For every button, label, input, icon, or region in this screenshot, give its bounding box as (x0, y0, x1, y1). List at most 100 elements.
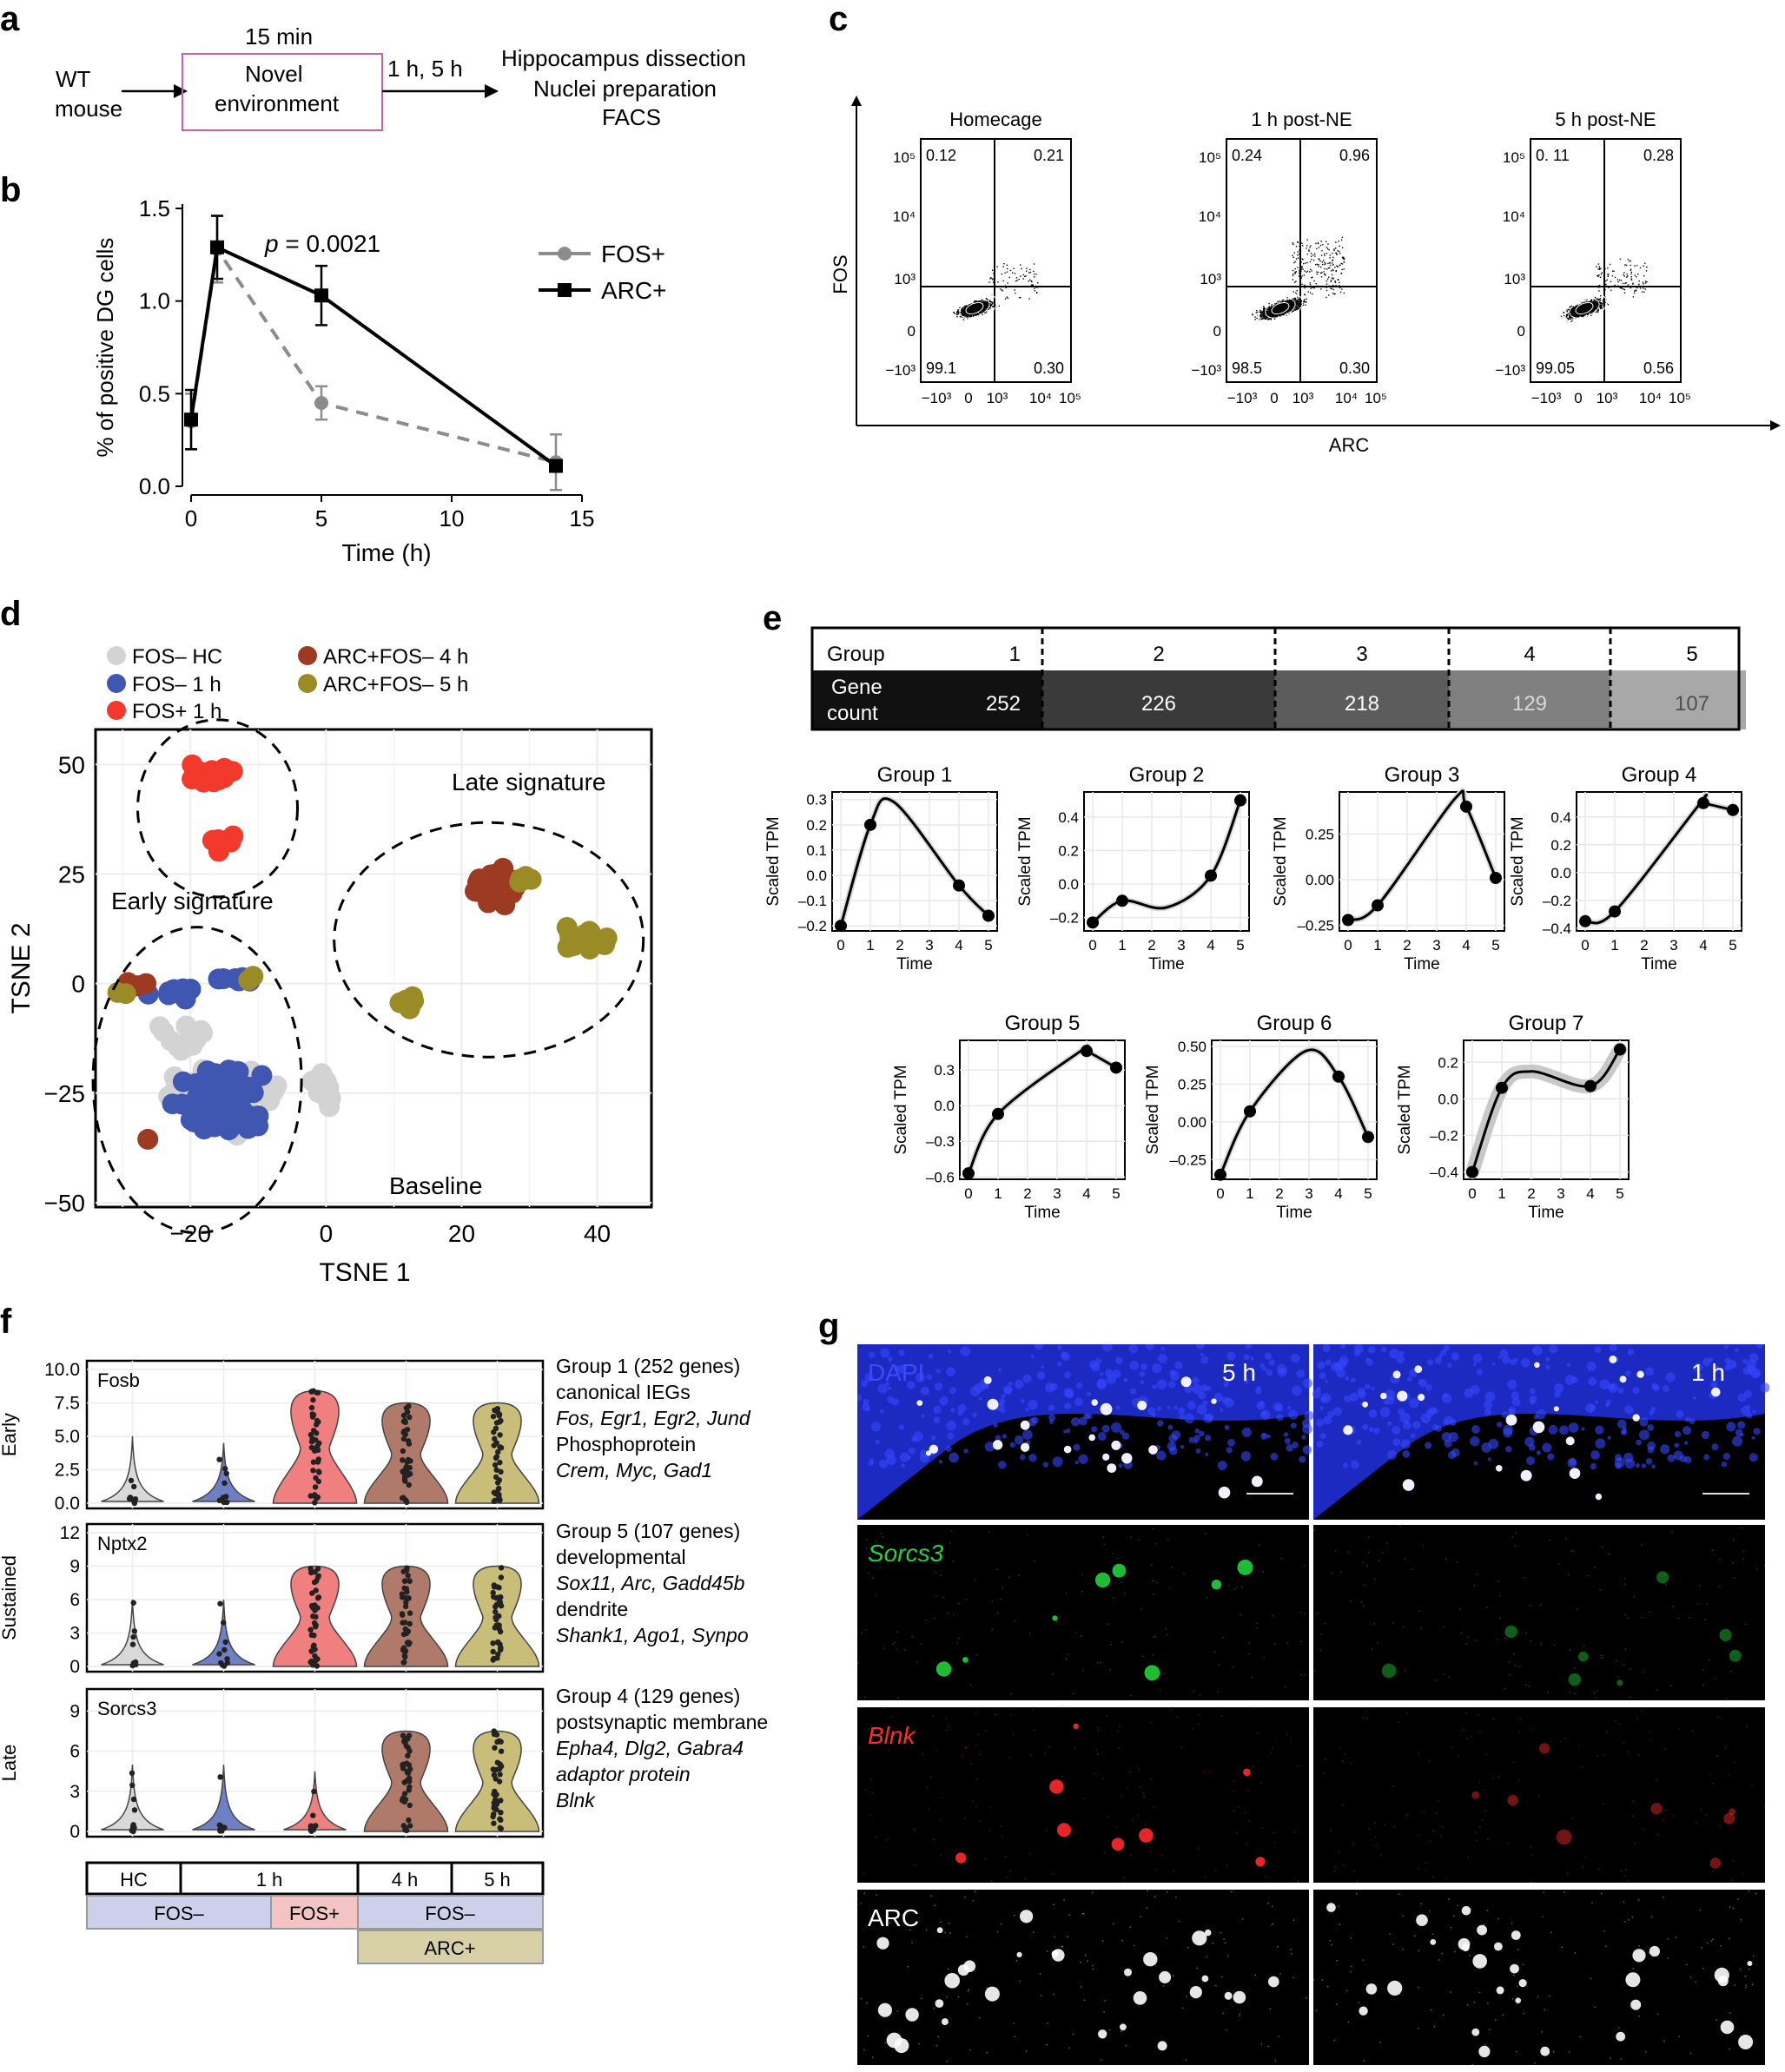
event-dot (1287, 300, 1289, 301)
event-dot (952, 311, 954, 313)
event-dot (968, 309, 969, 311)
event-dot (983, 307, 985, 309)
event-dot (1599, 297, 1602, 300)
event-dot (1327, 243, 1329, 245)
event-dot (964, 311, 967, 313)
event-dot (957, 313, 959, 315)
event-dot (990, 304, 992, 306)
event-dot (1306, 239, 1308, 241)
event-dot (1284, 300, 1286, 303)
event-dot (1300, 305, 1302, 307)
event-dot (1018, 278, 1020, 280)
event-dot (1597, 308, 1599, 310)
event-dot (1569, 316, 1570, 319)
event-dot (1326, 278, 1329, 280)
event-dot (967, 316, 969, 318)
event-dot (1279, 301, 1282, 303)
event-dot (994, 287, 995, 289)
event-dot (1280, 306, 1283, 307)
event-dot (1296, 302, 1299, 304)
data-point (549, 459, 563, 473)
event-dot (971, 308, 974, 310)
event-dot (980, 301, 982, 303)
event-dot (973, 305, 975, 307)
event-dot (1275, 316, 1278, 318)
event-dot (972, 304, 974, 306)
event-dot (1333, 248, 1335, 250)
event-dot (1341, 268, 1343, 271)
event-dot (1343, 268, 1345, 270)
event-dot (1273, 307, 1275, 309)
event-dot (1292, 304, 1294, 306)
event-dot (988, 302, 989, 304)
event-dot (1029, 271, 1032, 274)
panel-b-letter: b (0, 171, 22, 209)
event-dot (1583, 314, 1584, 316)
event-dot (1288, 311, 1290, 313)
event-dot (1303, 300, 1305, 303)
event-dot (984, 302, 986, 305)
event-dot (1589, 312, 1590, 313)
event-dot (1264, 317, 1266, 320)
event-dot (1263, 311, 1265, 313)
event-dot (964, 308, 966, 311)
event-dot (1285, 309, 1286, 311)
event-dot (972, 308, 974, 310)
event-dot (1570, 318, 1572, 320)
event-dot (980, 300, 982, 302)
event-dot (969, 309, 970, 311)
legend-label: ARC+ (601, 277, 666, 304)
arc-axis-title: ARC (1329, 434, 1370, 456)
event-dot (980, 305, 982, 307)
panel-a-box-line-2: environment (215, 90, 340, 116)
event-dot (1590, 310, 1592, 312)
fos-axis-title: FOS (830, 254, 851, 294)
y-tick-label: −10³ (1192, 362, 1222, 379)
event-dot (1328, 248, 1330, 251)
legend-marker (558, 247, 572, 261)
event-dot (982, 309, 984, 311)
event-dot (990, 300, 992, 303)
event-dot (1005, 287, 1007, 289)
event-dot (1607, 304, 1610, 306)
event-dot (1273, 305, 1275, 307)
event-dot (1262, 318, 1264, 320)
event-dot (977, 307, 979, 309)
event-dot (983, 309, 985, 311)
event-dot (1293, 286, 1295, 287)
event-dot (979, 312, 981, 313)
event-dot (1263, 307, 1265, 309)
event-dot (1582, 316, 1583, 318)
series-line-FOS+ (189, 244, 557, 465)
event-dot (975, 305, 977, 307)
event-dot (1022, 278, 1024, 280)
event-dot (991, 301, 993, 303)
event-dot (1276, 307, 1279, 308)
event-dot (956, 316, 958, 318)
y-tick-label: 0.5 (139, 380, 170, 406)
event-dot (1007, 267, 1008, 270)
event-dot (1299, 304, 1302, 306)
event-dot (1267, 312, 1269, 313)
event-dot (1292, 310, 1293, 312)
event-dot (1271, 315, 1273, 317)
event-dot (1576, 315, 1577, 318)
event-dot (961, 311, 962, 313)
event-dot (988, 307, 990, 309)
event-dot (1320, 276, 1323, 278)
event-dot (1268, 314, 1271, 316)
event-dot (1297, 251, 1299, 253)
event-dot (1600, 305, 1602, 307)
event-dot (1312, 254, 1314, 256)
event-dot (1026, 270, 1028, 272)
event-dot (1290, 305, 1292, 307)
event-dot (1586, 302, 1588, 304)
event-dot (976, 305, 978, 307)
event-dot (1008, 276, 1010, 279)
event-dot (967, 310, 969, 313)
event-dot (970, 309, 972, 311)
event-dot (1278, 308, 1279, 310)
event-dot (1282, 304, 1285, 306)
panel-c-letter: c (829, 0, 849, 38)
event-dot (970, 311, 972, 313)
